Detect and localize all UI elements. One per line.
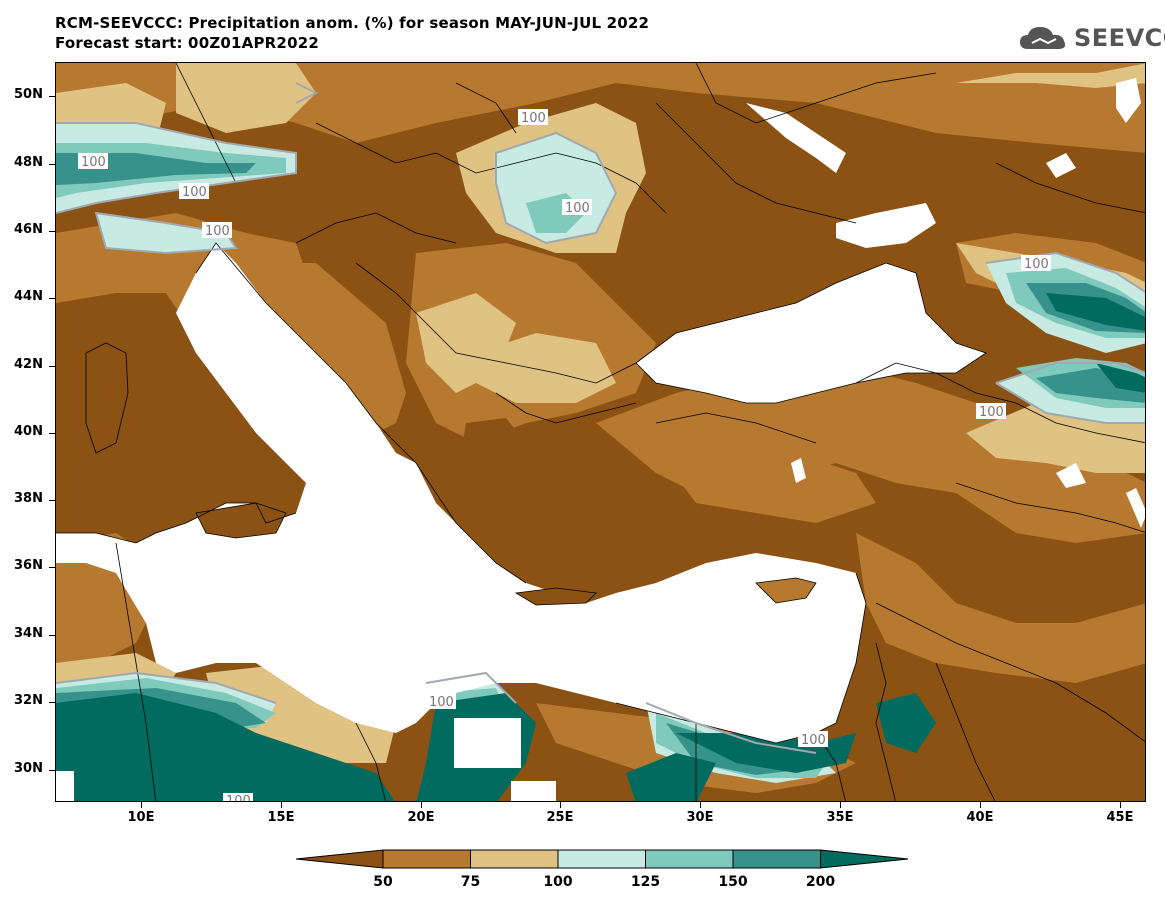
seevccc-logo: SEEVCCC xyxy=(1018,22,1165,54)
longitude-label: 45E xyxy=(1106,810,1134,825)
colorbar-high-arrow xyxy=(820,849,909,869)
longitude-tick xyxy=(700,802,701,808)
latitude-label: 38N xyxy=(14,491,43,506)
latitude-label: 36N xyxy=(14,558,43,573)
latitude-label: 50N xyxy=(14,87,43,102)
longitude-label: 40E xyxy=(966,810,994,825)
anomaly-map: 100 100 100 100 100 100 100 100 100 100 xyxy=(56,63,1145,802)
longitude-label: 10E xyxy=(127,810,155,825)
contour-label: 100 xyxy=(521,111,546,126)
longitude-tick xyxy=(1120,802,1121,808)
longitude-tick xyxy=(141,802,142,808)
latitude-label: 32N xyxy=(14,693,43,708)
colorbar-label: 100 xyxy=(543,874,573,890)
contour-label: 100 xyxy=(565,201,590,216)
longitude-label: 20E xyxy=(407,810,435,825)
latitude-tick xyxy=(49,298,55,299)
longitude-tick xyxy=(421,802,422,808)
contour-label: 100 xyxy=(81,155,106,170)
latitude-label: 42N xyxy=(14,357,43,372)
colorbar-label: 50 xyxy=(373,874,393,890)
latitude-tick xyxy=(49,635,55,636)
contour-label: 100 xyxy=(205,224,230,239)
title-line-2: Forecast start: 00Z01APR2022 xyxy=(55,34,319,52)
latitude-tick xyxy=(49,702,55,703)
longitude-tick xyxy=(560,802,561,808)
latitude-tick xyxy=(49,96,55,97)
colorbar-segment xyxy=(470,849,559,869)
cloud-icon xyxy=(1020,27,1066,49)
contour-label: 100 xyxy=(182,185,207,200)
contour-label: 100 xyxy=(1024,257,1049,272)
colorbar-segment xyxy=(645,849,734,869)
longitude-tick xyxy=(980,802,981,808)
latitude-label: 48N xyxy=(14,155,43,170)
contour-label: 100 xyxy=(226,794,251,802)
colorbar-segment xyxy=(732,849,821,869)
latitude-tick xyxy=(49,500,55,501)
latitude-tick xyxy=(49,770,55,771)
colorbar-label: 200 xyxy=(805,874,836,890)
contour-100-lines xyxy=(56,82,1145,754)
contour-label: 100 xyxy=(979,405,1004,420)
longitude-label: 30E xyxy=(686,810,714,825)
longitude-tick xyxy=(840,802,841,808)
colorbar-segment xyxy=(557,849,646,869)
logo-text: SEEVCCC xyxy=(1074,24,1165,52)
latitude-label: 44N xyxy=(14,289,43,304)
contour-labels: 100 100 100 100 100 100 100 100 100 100 xyxy=(78,109,1051,802)
colorbar-label: 125 xyxy=(630,874,661,890)
colorbar-segment xyxy=(382,849,471,869)
latitude-tick xyxy=(49,164,55,165)
latitude-tick xyxy=(49,567,55,568)
longitude-label: 15E xyxy=(267,810,295,825)
longitude-label: 25E xyxy=(546,810,574,825)
latitude-label: 40N xyxy=(14,424,43,439)
colorbar-label: 150 xyxy=(718,874,748,890)
longitude-label: 35E xyxy=(826,810,854,825)
colorbar-label: 75 xyxy=(460,874,481,890)
contour-label: 100 xyxy=(429,695,454,710)
latitude-label: 46N xyxy=(14,222,43,237)
colorbar-low-arrow xyxy=(295,849,384,869)
latitude-tick xyxy=(49,366,55,367)
latitude-label: 34N xyxy=(14,626,43,641)
title-line-1: RCM-SEEVCCC: Precipitation anom. (%) for… xyxy=(55,14,650,32)
latitude-label: 30N xyxy=(14,761,43,776)
map-area: 100 100 100 100 100 100 100 100 100 100 xyxy=(55,62,1146,802)
country-borders xyxy=(56,63,1145,801)
contour-label: 100 xyxy=(801,733,826,748)
map-title: RCM-SEEVCCC: Precipitation anom. (%) for… xyxy=(55,13,649,53)
longitude-tick xyxy=(281,802,282,808)
latitude-tick xyxy=(49,231,55,232)
latitude-tick xyxy=(49,433,55,434)
